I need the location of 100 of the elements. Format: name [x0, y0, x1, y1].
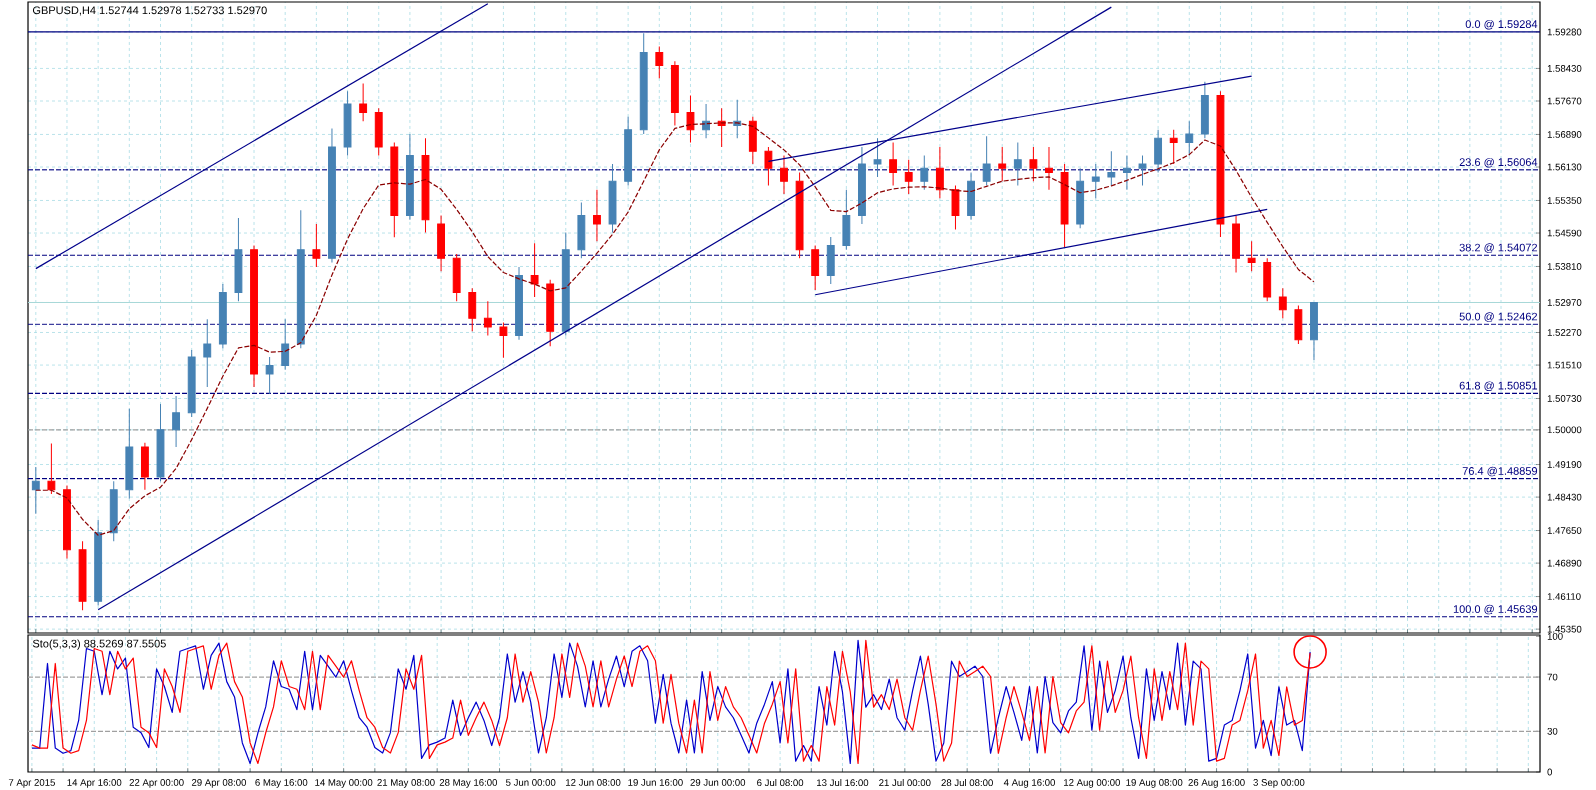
x-tick-label: 26 Aug 16:00	[1188, 779, 1245, 788]
candlestick	[935, 146, 944, 199]
candlestick	[686, 94, 695, 144]
x-tick-label: 22 Apr 00:00	[129, 779, 184, 788]
candlestick	[998, 146, 1007, 182]
x-tick-label: 14 May 00:00	[315, 779, 373, 788]
candlestick	[499, 322, 508, 359]
y-tick-label: 1.57670	[1547, 97, 1582, 105]
candlestick	[1060, 163, 1069, 248]
candlestick	[281, 318, 290, 371]
candlestick	[312, 223, 321, 268]
x-tick-label: 19 Jun 16:00	[628, 779, 683, 786]
y-tick-label: 100	[1547, 632, 1563, 640]
x-tick-label: 29 Apr 08:00	[191, 779, 247, 788]
y-tick-label: 1.50730	[1547, 395, 1582, 402]
y-tick-label: 30	[1547, 727, 1558, 735]
candlestick	[1216, 90, 1225, 238]
candlestick	[374, 107, 383, 156]
y-tick-label: 1.47650	[1547, 527, 1582, 534]
candlestick	[452, 253, 461, 302]
x-tick-label: 28 May 16:00	[439, 779, 498, 788]
candlestick	[530, 242, 539, 298]
candlestick	[140, 442, 149, 491]
y-tick-label: 0	[1547, 768, 1553, 776]
candlestick	[234, 217, 243, 302]
y-tick-label: 1.59280	[1547, 28, 1582, 36]
candlestick	[437, 214, 446, 272]
y-tick-label: 1.50000	[1547, 426, 1582, 434]
x-tick-label: 6 Jul 08:00	[757, 779, 804, 787]
candlestick	[577, 202, 586, 259]
ref-line-label: 76.4 @1.48859	[1462, 466, 1538, 477]
candlestick	[1107, 150, 1116, 186]
candlestick	[125, 408, 134, 499]
ref-line-label: 23.6 @ 1.56064	[1459, 157, 1538, 168]
line-series	[35, 122, 1315, 536]
chart-title: Sto(5,3,3) 88.5269 87.5505	[32, 639, 166, 650]
y-tick-label: 1.52970	[1547, 299, 1582, 306]
ref-line-label: 0.0 @ 1.59284	[1465, 19, 1538, 30]
candlestick	[951, 184, 960, 231]
candlestick	[1185, 120, 1194, 156]
candlestick	[203, 318, 212, 388]
candlestick	[187, 349, 196, 418]
ref-line-label: 61.8 @ 1.50851	[1459, 381, 1538, 391]
candlestick	[561, 232, 570, 336]
candlestick	[811, 244, 820, 291]
candlestick	[1029, 146, 1038, 182]
candlestick	[608, 163, 617, 234]
candlestick	[1076, 167, 1085, 229]
candlestick	[764, 146, 773, 186]
y-tick-label: 1.52270	[1547, 329, 1582, 336]
x-tick-label: 29 Jun 00:00	[690, 779, 746, 786]
candlestick	[1247, 240, 1256, 272]
candlestick	[468, 287, 477, 332]
candlestick	[1200, 81, 1209, 139]
candlestick	[1013, 142, 1022, 186]
candlestick	[390, 142, 399, 238]
candlestick	[78, 540, 87, 611]
candlestick	[842, 189, 851, 251]
y-tick-label: 1.49190	[1547, 461, 1582, 468]
candlestick	[873, 137, 882, 178]
candlestick	[889, 142, 898, 186]
candlestick	[1138, 154, 1147, 186]
x-tick-label: 14 Apr 16:00	[67, 779, 122, 788]
candlestick	[593, 189, 601, 242]
candlestick	[920, 154, 929, 191]
x-tick-label: 21 May 08:00	[377, 779, 435, 788]
candlestick	[655, 46, 664, 79]
candlestick	[343, 90, 352, 156]
x-tick-label: 12 Jun 08:00	[566, 779, 621, 786]
candlestick	[265, 356, 274, 395]
candlestick	[702, 103, 710, 139]
y-tick-label: 1.51510	[1547, 361, 1582, 369]
candlestick	[546, 279, 555, 347]
candlestick	[1123, 154, 1131, 191]
candlestick	[94, 519, 103, 607]
x-tick-label: 4 Aug 16:00	[1003, 779, 1056, 788]
candlestick	[359, 82, 368, 122]
candlestick	[826, 236, 835, 285]
candlestick	[1232, 214, 1240, 273]
candlestick	[63, 485, 71, 559]
candlestick	[1045, 146, 1053, 191]
x-tick-label: 6 May 16:00	[255, 779, 308, 788]
candlestick	[967, 172, 975, 221]
candlestick	[328, 127, 336, 264]
candlestick	[218, 283, 227, 349]
candlestick	[1278, 287, 1287, 319]
y-tick-label: 1.48430	[1547, 493, 1582, 501]
x-tick-label: 13 Jul 16:00	[817, 779, 869, 787]
candlestick	[405, 133, 414, 221]
candlestick	[421, 137, 430, 234]
y-tick-label: 1.46110	[1547, 593, 1581, 600]
candlestick	[296, 209, 305, 349]
y-tick-label: 1.45350	[1547, 625, 1582, 633]
candlestick	[109, 480, 118, 542]
candlestick	[156, 403, 165, 482]
x-tick-label: 3 Sep 00:00	[1253, 779, 1305, 788]
candlestick	[1294, 304, 1303, 345]
candlestick	[670, 60, 679, 126]
candlestick	[31, 466, 40, 515]
x-tick-label: 7 Apr 2015	[8, 779, 55, 788]
